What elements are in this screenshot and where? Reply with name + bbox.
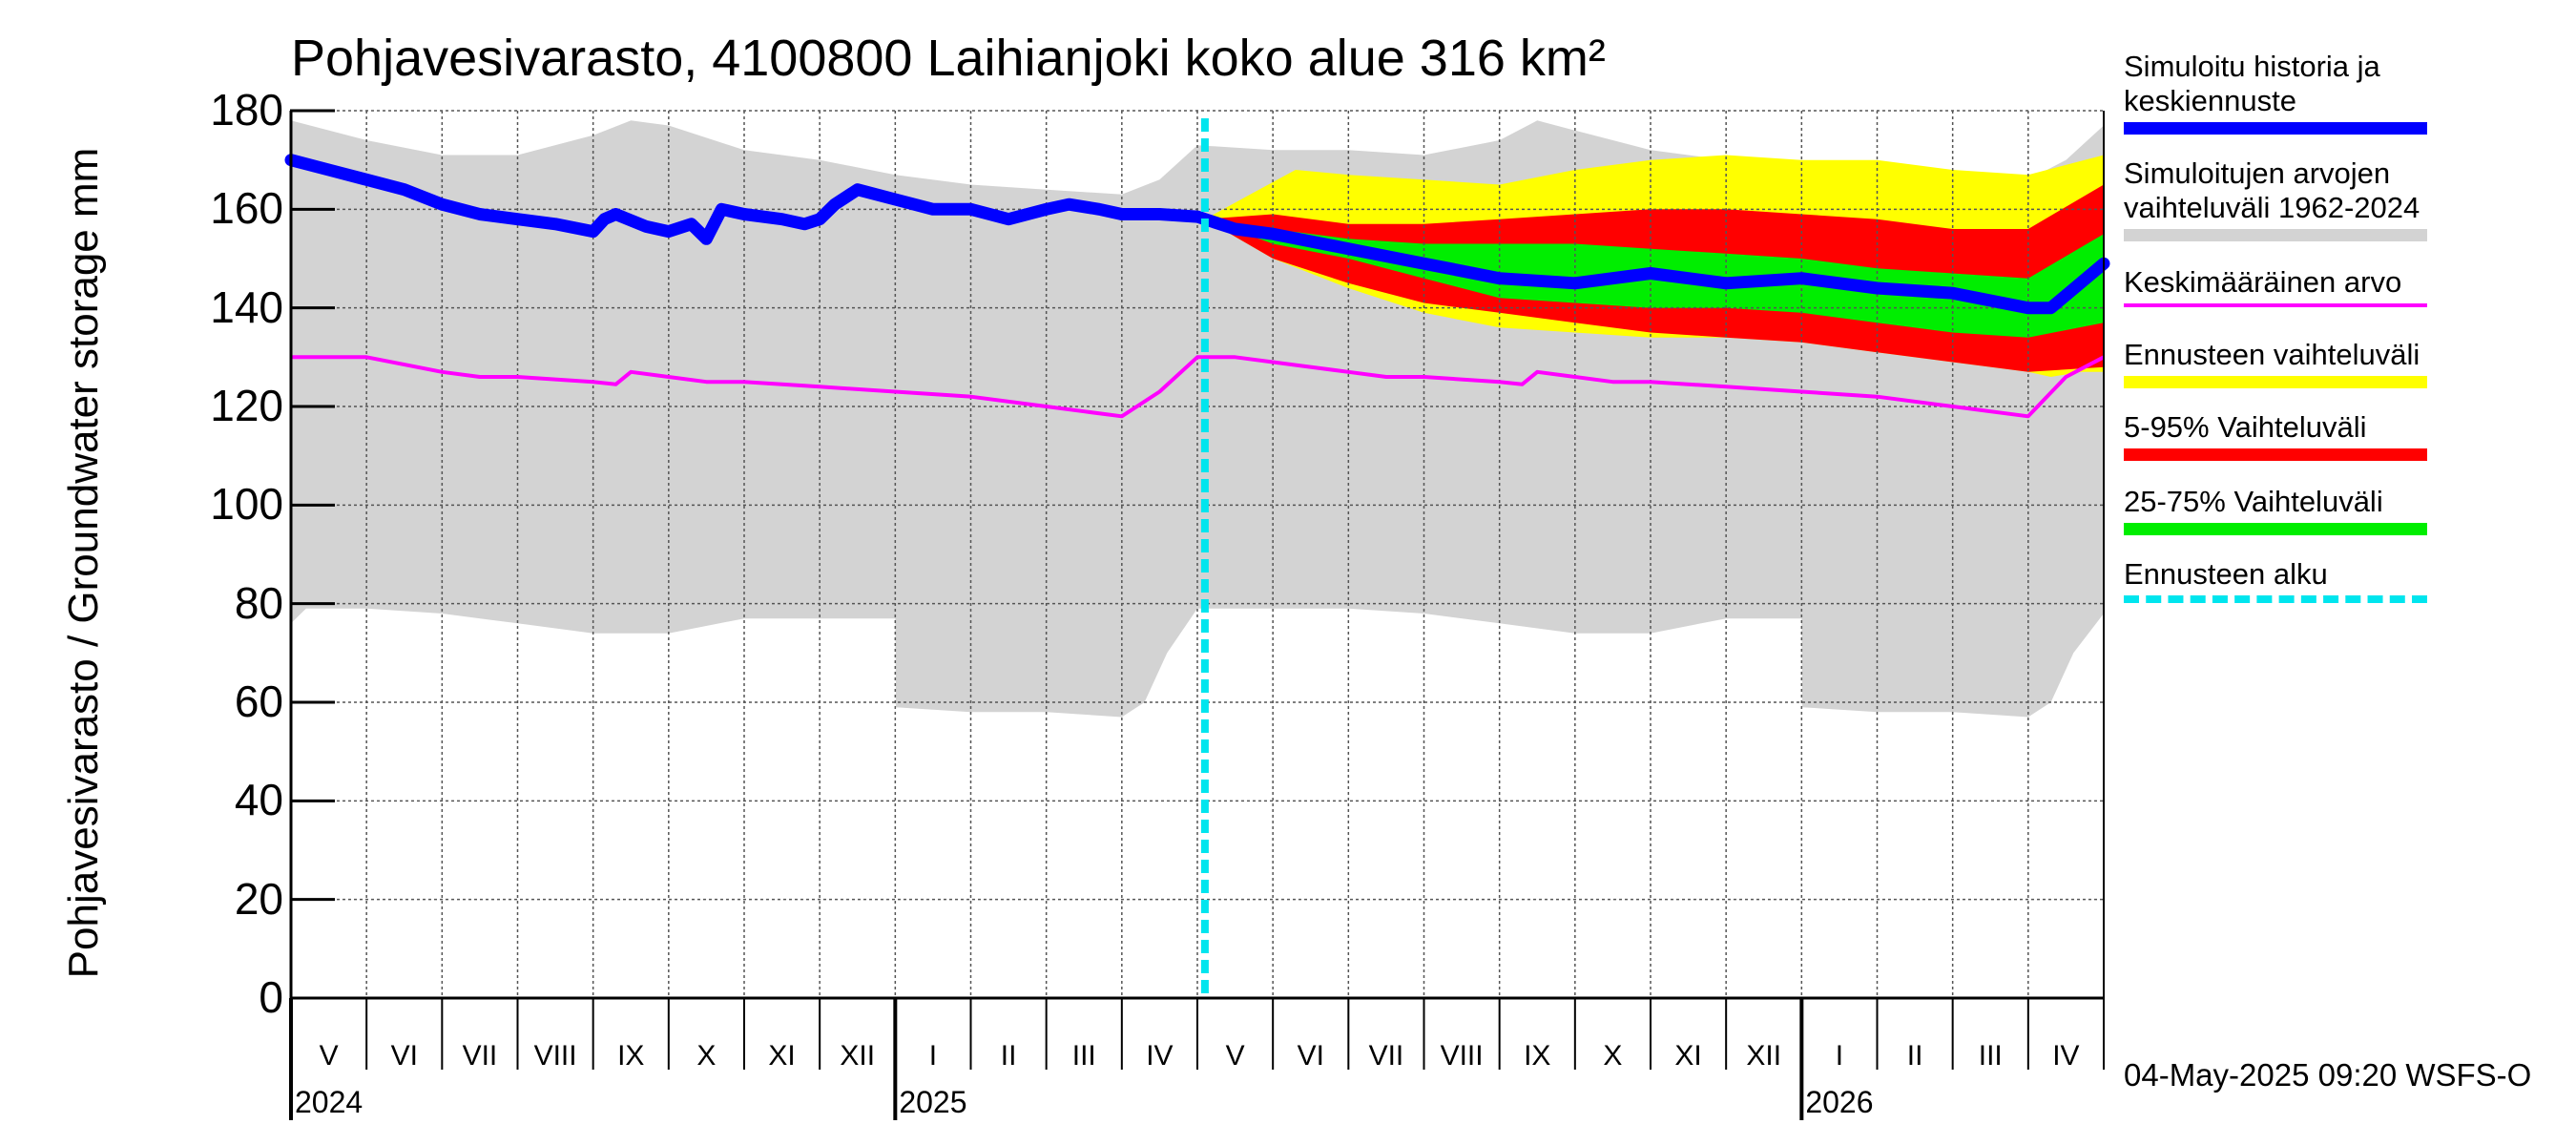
year-label: 2026 bbox=[1805, 1085, 1874, 1119]
month-label: VII bbox=[1368, 1040, 1404, 1072]
legend-item: Ennusteen alku bbox=[2124, 557, 2544, 603]
month-label: VII bbox=[462, 1040, 498, 1072]
legend-swatch bbox=[2124, 595, 2427, 603]
month-label: XI bbox=[768, 1040, 796, 1072]
month-label: II bbox=[1906, 1040, 1923, 1072]
axes-layer bbox=[289, 109, 2105, 1120]
month-label: III bbox=[1978, 1040, 2003, 1072]
month-label: XII bbox=[1746, 1040, 1782, 1072]
legend-item: 5-95% Vaihteluväli bbox=[2124, 410, 2544, 461]
legend-label: 5-95% Vaihteluväli bbox=[2124, 410, 2367, 444]
month-label: VI bbox=[390, 1040, 418, 1072]
legend-label: 25-75% Vaihteluväli bbox=[2124, 485, 2383, 518]
month-label: IX bbox=[617, 1040, 645, 1072]
y-tick-label: 0 bbox=[259, 972, 283, 1022]
legend-item: Simuloitu historia ja keskiennuste bbox=[2124, 50, 2544, 135]
legend-label: Keskimääräinen arvo bbox=[2124, 265, 2402, 299]
month-label: VIII bbox=[1440, 1040, 1484, 1072]
y-tick-label: 60 bbox=[234, 677, 283, 726]
y-tick-label: 120 bbox=[210, 381, 283, 430]
year-label: 2025 bbox=[899, 1085, 967, 1119]
month-label: XI bbox=[1674, 1040, 1702, 1072]
legend-swatch bbox=[2124, 376, 2427, 388]
legend-swatch bbox=[2124, 122, 2427, 135]
legend-item: Simuloitujen arvojen vaihteluväli 1962-2… bbox=[2124, 156, 2544, 241]
month-label: VI bbox=[1297, 1040, 1324, 1072]
legend-label: Ennusteen vaihteluväli bbox=[2124, 338, 2420, 371]
y-tick-label: 40 bbox=[234, 775, 283, 825]
y-axis-label: Pohjavesivarasto / Groundwater storage m… bbox=[60, 147, 107, 979]
month-label: X bbox=[696, 1040, 717, 1072]
legend-label: Simuloitu historia ja keskiennuste bbox=[2124, 50, 2380, 117]
lines-layer bbox=[284, 118, 2110, 998]
month-label: IV bbox=[2052, 1040, 2080, 1072]
legend-swatch bbox=[2124, 523, 2427, 535]
month-label: VIII bbox=[533, 1040, 577, 1072]
month-label: I bbox=[928, 1040, 938, 1072]
y-tick-label: 140 bbox=[210, 281, 283, 332]
y-tick-label: 80 bbox=[234, 577, 283, 628]
simulated-history-line bbox=[284, 154, 2110, 315]
legend-label: Simuloitujen arvojen vaihteluväli 1962-2… bbox=[2124, 156, 2420, 224]
month-label: V bbox=[319, 1040, 339, 1072]
legend-item: Keskimääräinen arvo bbox=[2124, 265, 2544, 307]
timestamp-footer: 04-May-2025 09:20 WSFS-O bbox=[2124, 1057, 2532, 1093]
legend-label: Ennusteen alku bbox=[2124, 557, 2328, 591]
mean-value-line bbox=[291, 355, 2105, 419]
legend-item: Ennusteen vaihteluväli bbox=[2124, 338, 2544, 388]
legend-swatch bbox=[2124, 448, 2427, 461]
month-label: I bbox=[1835, 1040, 1844, 1072]
legend-swatch bbox=[2124, 229, 2427, 241]
month-label: III bbox=[1071, 1040, 1096, 1072]
grid-layer bbox=[291, 110, 2104, 998]
month-label: IX bbox=[1524, 1040, 1551, 1072]
month-label: II bbox=[1000, 1040, 1017, 1072]
month-label: IV bbox=[1146, 1040, 1174, 1072]
y-tick-label: 160 bbox=[210, 183, 283, 234]
month-label: V bbox=[1225, 1040, 1245, 1072]
y-tick-label: 180 bbox=[210, 85, 283, 135]
legend-item: 25-75% Vaihteluväli bbox=[2124, 485, 2544, 535]
chart-title: Pohjavesivarasto, 4100800 Laihianjoki ko… bbox=[291, 30, 1606, 87]
y-tick-label: 100 bbox=[210, 479, 283, 530]
month-label: XII bbox=[840, 1040, 876, 1072]
month-label: X bbox=[1603, 1040, 1623, 1072]
y-tick-label: 20 bbox=[234, 873, 283, 924]
year-label: 2024 bbox=[295, 1085, 364, 1119]
legend-swatch bbox=[2124, 303, 2427, 307]
